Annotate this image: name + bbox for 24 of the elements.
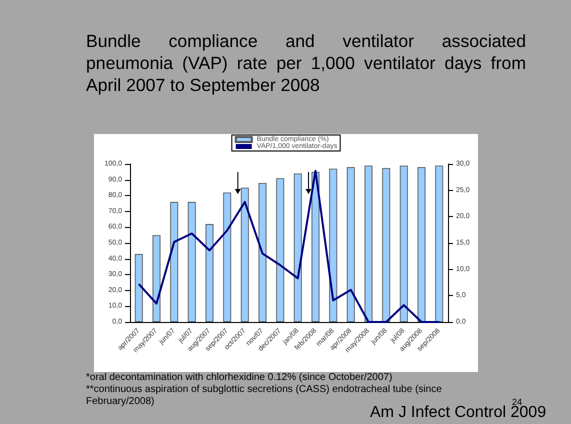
bar [170, 202, 178, 322]
chart-title: Bundle compliance and ventilator associated pneumonia (VAP) rate per 1,000 ventilator days from April 2007 to September 2008 [86, 30, 526, 96]
text: 24 [512, 397, 522, 407]
bar [382, 168, 390, 322]
text: Am J Infect Control 2009 [370, 404, 546, 422]
bar [364, 166, 372, 322]
text: *oral decontamination with chlorhexidine 0.12% (since October/2007) [86, 372, 394, 384]
bar [312, 172, 320, 322]
bar [206, 224, 214, 322]
bar [400, 166, 408, 322]
line-series [138, 170, 440, 323]
bar [435, 166, 444, 322]
text: **continuous aspiration of subglottic secretions (CASS) endotracheal tube (since February/2008) [86, 384, 442, 407]
bar [134, 254, 143, 322]
bar [346, 167, 355, 322]
bar [418, 167, 426, 322]
bar [188, 202, 196, 322]
bar [329, 168, 338, 322]
bar [294, 173, 302, 322]
bar [223, 192, 232, 322]
bar [240, 188, 249, 322]
bar [276, 178, 284, 322]
bar [258, 182, 266, 322]
bar [152, 235, 160, 322]
